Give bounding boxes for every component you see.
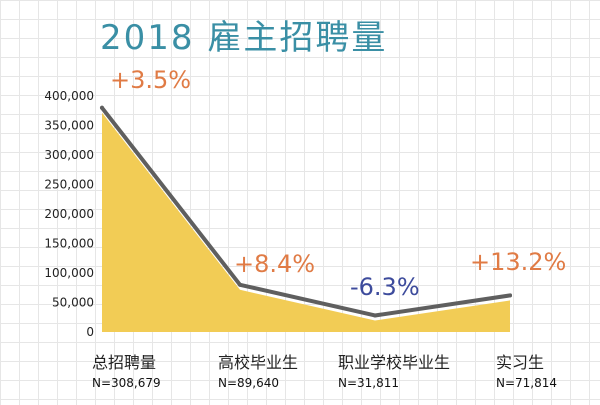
change-label: +8.4% [234, 250, 315, 278]
y-tick-label: 100,000 [44, 266, 94, 280]
change-label: -6.3% [350, 273, 420, 301]
y-axis: 0 50,000 100,000 150,000 200,000 250,000 300,0… [44, 89, 94, 339]
series-line [100, 105, 512, 318]
category-sample-size: N=89,640 [218, 376, 280, 390]
series [100, 105, 512, 332]
change-label: +13.2% [470, 248, 566, 276]
area-fill [102, 112, 510, 332]
category-sample-size: N=71,814 [496, 376, 558, 390]
data-point [100, 105, 104, 110]
category-label: 实习生 [496, 353, 545, 372]
data-point [238, 282, 242, 287]
chart-title: 2018 雇主招聘量 [100, 18, 388, 58]
y-tick-label: 300,000 [44, 148, 94, 162]
category-label: 高校毕业生 [218, 353, 299, 372]
y-tick-label: 400,000 [44, 89, 94, 103]
change-label: +3.5% [110, 66, 191, 94]
data-point [373, 313, 377, 318]
y-tick-label: 0 [86, 325, 94, 339]
category-sample-size: N=31,811 [338, 376, 400, 390]
change-labels: +3.5% +8.4% -6.3% +13.2% [110, 66, 566, 301]
data-point [508, 293, 512, 298]
category-label: 职业学校毕业生 [338, 353, 451, 372]
y-tick-label: 50,000 [52, 296, 94, 310]
category-sample-size: N=308,679 [92, 376, 161, 390]
category-label: 总招聘量 [92, 353, 157, 372]
y-tick-label: 250,000 [44, 178, 94, 192]
y-tick-label: 150,000 [44, 237, 94, 251]
y-tick-label: 350,000 [44, 119, 94, 133]
y-tick-label: 200,000 [44, 207, 94, 221]
